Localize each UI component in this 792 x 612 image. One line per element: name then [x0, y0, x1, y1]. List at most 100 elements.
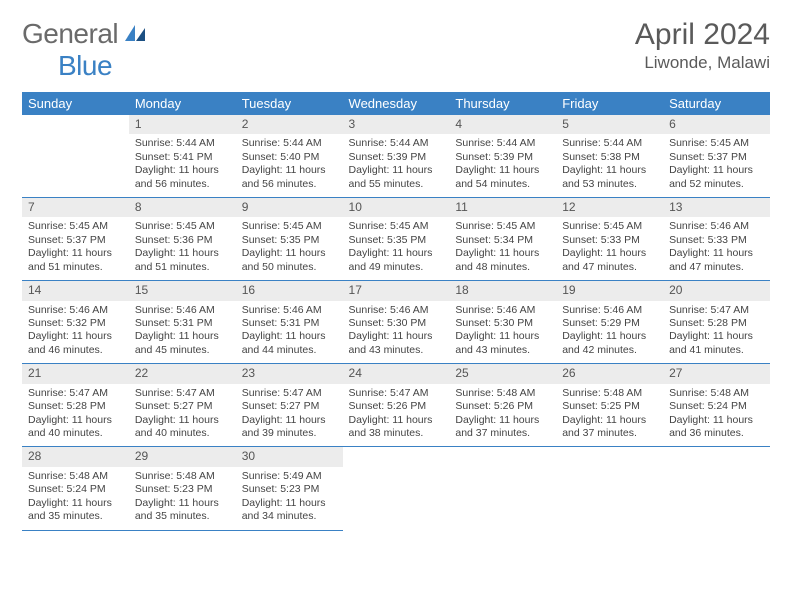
calendar-empty-cell: [22, 115, 129, 198]
sunrise-text: Sunrise: 5:48 AM: [455, 387, 550, 400]
day-number: 22: [129, 364, 236, 383]
daylight-text-2: and 49 minutes.: [349, 261, 444, 274]
logo-sail-icon: [125, 18, 147, 36]
daylight-text-1: Daylight: 11 hours: [562, 330, 657, 343]
calendar-day-cell: 5Sunrise: 5:44 AMSunset: 5:38 PMDaylight…: [556, 115, 663, 198]
day-number: 28: [22, 447, 129, 466]
calendar-day-cell: 27Sunrise: 5:48 AMSunset: 5:24 PMDayligh…: [663, 364, 770, 447]
daylight-text-2: and 43 minutes.: [455, 344, 550, 357]
day-number: 9: [236, 198, 343, 217]
sunset-text: Sunset: 5:32 PM: [28, 317, 123, 330]
calendar-day-cell: 7Sunrise: 5:45 AMSunset: 5:37 PMDaylight…: [22, 198, 129, 281]
sunset-text: Sunset: 5:27 PM: [242, 400, 337, 413]
sunset-text: Sunset: 5:39 PM: [349, 151, 444, 164]
calendar-day-cell: 1Sunrise: 5:44 AMSunset: 5:41 PMDaylight…: [129, 115, 236, 198]
day-number: 8: [129, 198, 236, 217]
day-number: 16: [236, 281, 343, 300]
day-details: Sunrise: 5:45 AMSunset: 5:35 PMDaylight:…: [343, 217, 450, 280]
calendar-week-row: 14Sunrise: 5:46 AMSunset: 5:32 PMDayligh…: [22, 281, 770, 364]
daylight-text-2: and 55 minutes.: [349, 178, 444, 191]
day-number: 15: [129, 281, 236, 300]
day-number: 25: [449, 364, 556, 383]
day-number: 2: [236, 115, 343, 134]
daylight-text-1: Daylight: 11 hours: [562, 164, 657, 177]
sunset-text: Sunset: 5:36 PM: [135, 234, 230, 247]
calendar-week-row: 28Sunrise: 5:48 AMSunset: 5:24 PMDayligh…: [22, 447, 770, 530]
page-header: General Blue April 2024 Liwonde, Malawi: [22, 18, 770, 82]
sunrise-text: Sunrise: 5:45 AM: [455, 220, 550, 233]
daylight-text-1: Daylight: 11 hours: [455, 330, 550, 343]
calendar-day-cell: 9Sunrise: 5:45 AMSunset: 5:35 PMDaylight…: [236, 198, 343, 281]
weekday-header: Friday: [556, 92, 663, 115]
day-details: Sunrise: 5:48 AMSunset: 5:24 PMDaylight:…: [663, 384, 770, 447]
title-block: April 2024 Liwonde, Malawi: [635, 18, 770, 73]
sunset-text: Sunset: 5:23 PM: [135, 483, 230, 496]
day-details: Sunrise: 5:45 AMSunset: 5:37 PMDaylight:…: [663, 134, 770, 197]
daylight-text-2: and 44 minutes.: [242, 344, 337, 357]
day-number: 1: [129, 115, 236, 134]
sunrise-text: Sunrise: 5:45 AM: [28, 220, 123, 233]
calendar-week-row: 7Sunrise: 5:45 AMSunset: 5:37 PMDaylight…: [22, 198, 770, 281]
day-details: Sunrise: 5:46 AMSunset: 5:30 PMDaylight:…: [449, 301, 556, 364]
weekday-header: Tuesday: [236, 92, 343, 115]
sunset-text: Sunset: 5:37 PM: [669, 151, 764, 164]
sunset-text: Sunset: 5:38 PM: [562, 151, 657, 164]
daylight-text-1: Daylight: 11 hours: [669, 414, 764, 427]
day-number: 17: [343, 281, 450, 300]
day-details: Sunrise: 5:45 AMSunset: 5:37 PMDaylight:…: [22, 217, 129, 280]
month-title: April 2024: [635, 18, 770, 52]
sunrise-text: Sunrise: 5:48 AM: [135, 470, 230, 483]
daylight-text-2: and 50 minutes.: [242, 261, 337, 274]
sunset-text: Sunset: 5:26 PM: [349, 400, 444, 413]
sunset-text: Sunset: 5:27 PM: [135, 400, 230, 413]
sunrise-text: Sunrise: 5:46 AM: [562, 304, 657, 317]
calendar-day-cell: 11Sunrise: 5:45 AMSunset: 5:34 PMDayligh…: [449, 198, 556, 281]
daylight-text-2: and 48 minutes.: [455, 261, 550, 274]
calendar-day-cell: 28Sunrise: 5:48 AMSunset: 5:24 PMDayligh…: [22, 447, 129, 530]
day-number: 20: [663, 281, 770, 300]
day-details: Sunrise: 5:44 AMSunset: 5:38 PMDaylight:…: [556, 134, 663, 197]
logo-text-blue: Blue: [58, 50, 112, 81]
daylight-text-1: Daylight: 11 hours: [349, 414, 444, 427]
daylight-text-1: Daylight: 11 hours: [455, 247, 550, 260]
daylight-text-1: Daylight: 11 hours: [28, 414, 123, 427]
day-details: Sunrise: 5:46 AMSunset: 5:30 PMDaylight:…: [343, 301, 450, 364]
calendar-day-cell: 26Sunrise: 5:48 AMSunset: 5:25 PMDayligh…: [556, 364, 663, 447]
weekday-header: Saturday: [663, 92, 770, 115]
sunset-text: Sunset: 5:40 PM: [242, 151, 337, 164]
day-number: 5: [556, 115, 663, 134]
calendar-empty-cell: [449, 447, 556, 530]
calendar-day-cell: 3Sunrise: 5:44 AMSunset: 5:39 PMDaylight…: [343, 115, 450, 198]
daylight-text-1: Daylight: 11 hours: [242, 414, 337, 427]
calendar-week-row: 1 Sunrise: 5:44 AM Sunset: 5:41 PM Daylight…: [22, 115, 770, 198]
day-details: Sunrise: 5:44 AMSunset: 5:39 PMDaylight:…: [449, 134, 556, 197]
calendar-day-cell: 22Sunrise: 5:47 AMSunset: 5:27 PMDayligh…: [129, 364, 236, 447]
day-details: Sunrise: 5:46 AMSunset: 5:31 PMDaylight:…: [129, 301, 236, 364]
daylight-text-2: and 51 minutes.: [135, 261, 230, 274]
logo: General Blue: [22, 18, 147, 82]
sunrise-text: Sunrise: 5:45 AM: [242, 220, 337, 233]
calendar-day-cell: 18Sunrise: 5:46 AMSunset: 5:30 PMDayligh…: [449, 281, 556, 364]
daylight-text-1: Daylight: 11 hours: [28, 330, 123, 343]
day-details: Sunrise: 5:47 AMSunset: 5:26 PMDaylight:…: [343, 384, 450, 447]
day-details: Sunrise: 5:44 AMSunset: 5:40 PMDaylight:…: [236, 134, 343, 197]
daylight-text-2: and 34 minutes.: [242, 510, 337, 523]
day-details: Sunrise: 5:49 AMSunset: 5:23 PMDaylight:…: [236, 467, 343, 530]
daylight-text-1: Daylight: 11 hours: [28, 497, 123, 510]
sunset-text: Sunset: 5:30 PM: [455, 317, 550, 330]
sunset-text: Sunset: 5:41 PM: [135, 151, 230, 164]
calendar-day-cell: 23Sunrise: 5:47 AMSunset: 5:27 PMDayligh…: [236, 364, 343, 447]
sunrise-text: Sunrise: 5:44 AM: [455, 137, 550, 150]
daylight-text-1: Daylight: 11 hours: [242, 330, 337, 343]
daylight-text-2: and 43 minutes.: [349, 344, 444, 357]
sunset-text: Sunset: 5:31 PM: [242, 317, 337, 330]
day-number: 12: [556, 198, 663, 217]
day-number: 21: [22, 364, 129, 383]
calendar-day-cell: 13Sunrise: 5:46 AMSunset: 5:33 PMDayligh…: [663, 198, 770, 281]
daylight-text-1: Daylight: 11 hours: [562, 247, 657, 260]
sunrise-text: Sunrise: 5:46 AM: [242, 304, 337, 317]
sunrise-text: Sunrise: 5:49 AM: [242, 470, 337, 483]
sunset-text: Sunset: 5:28 PM: [28, 400, 123, 413]
calendar-table: SundayMondayTuesdayWednesdayThursdayFrid…: [22, 92, 770, 531]
day-details: Sunrise: 5:46 AMSunset: 5:29 PMDaylight:…: [556, 301, 663, 364]
